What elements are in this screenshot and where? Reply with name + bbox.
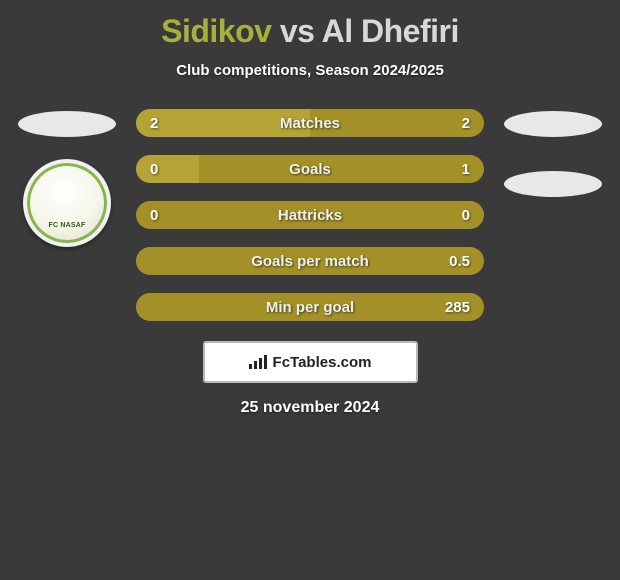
stat-bar: Goals per match 0.5 — [136, 247, 484, 275]
comparison-widget: Sidikov vs Al Dhefiri Club competitions,… — [0, 0, 620, 417]
club-pill-right — [504, 171, 602, 197]
stat-label: Min per goal — [266, 299, 354, 316]
right-badge-column — [502, 109, 604, 197]
brand-attribution[interactable]: FcTables.com — [203, 341, 418, 383]
stat-right-value: 0.5 — [449, 253, 470, 270]
stat-right-value: 1 — [462, 161, 470, 178]
date-line: 25 november 2024 — [0, 399, 620, 417]
stat-right-value: 2 — [462, 115, 470, 132]
stat-right-value: 0 — [462, 207, 470, 224]
stat-right-value: 285 — [445, 299, 470, 316]
stat-bar: 2 Matches 2 — [136, 109, 484, 137]
stat-label: Goals per match — [251, 253, 369, 270]
stat-left-value: 0 — [150, 207, 158, 224]
player1-pill-placeholder — [18, 111, 116, 137]
stat-left-value: 0 — [150, 161, 158, 178]
club-badge-left — [23, 159, 111, 247]
page-title: Sidikov vs Al Dhefiri — [0, 13, 620, 50]
vs-text: vs — [280, 13, 315, 49]
stat-label: Matches — [280, 115, 340, 132]
stat-left-value: 2 — [150, 115, 158, 132]
comparison-body: 2 Matches 2 0 Goals 1 0 Hattricks 0 Goals per mat… — [0, 109, 620, 321]
brand-text: FcTables.com — [273, 354, 372, 371]
stat-bar: 0 Hattricks 0 — [136, 201, 484, 229]
subtitle: Club competitions, Season 2024/2025 — [0, 62, 620, 79]
player2-pill-placeholder — [504, 111, 602, 137]
stat-label: Goals — [289, 161, 331, 178]
stat-label: Hattricks — [278, 207, 342, 224]
stats-column: 2 Matches 2 0 Goals 1 0 Hattricks 0 Goals per mat… — [136, 109, 484, 321]
stat-bar: Min per goal 285 — [136, 293, 484, 321]
stat-bar: 0 Goals 1 — [136, 155, 484, 183]
chart-icon — [249, 355, 267, 369]
stat-fill — [136, 155, 199, 183]
left-badge-column — [16, 109, 118, 247]
player2-name: Al Dhefiri — [322, 13, 459, 49]
player1-name: Sidikov — [161, 13, 271, 49]
